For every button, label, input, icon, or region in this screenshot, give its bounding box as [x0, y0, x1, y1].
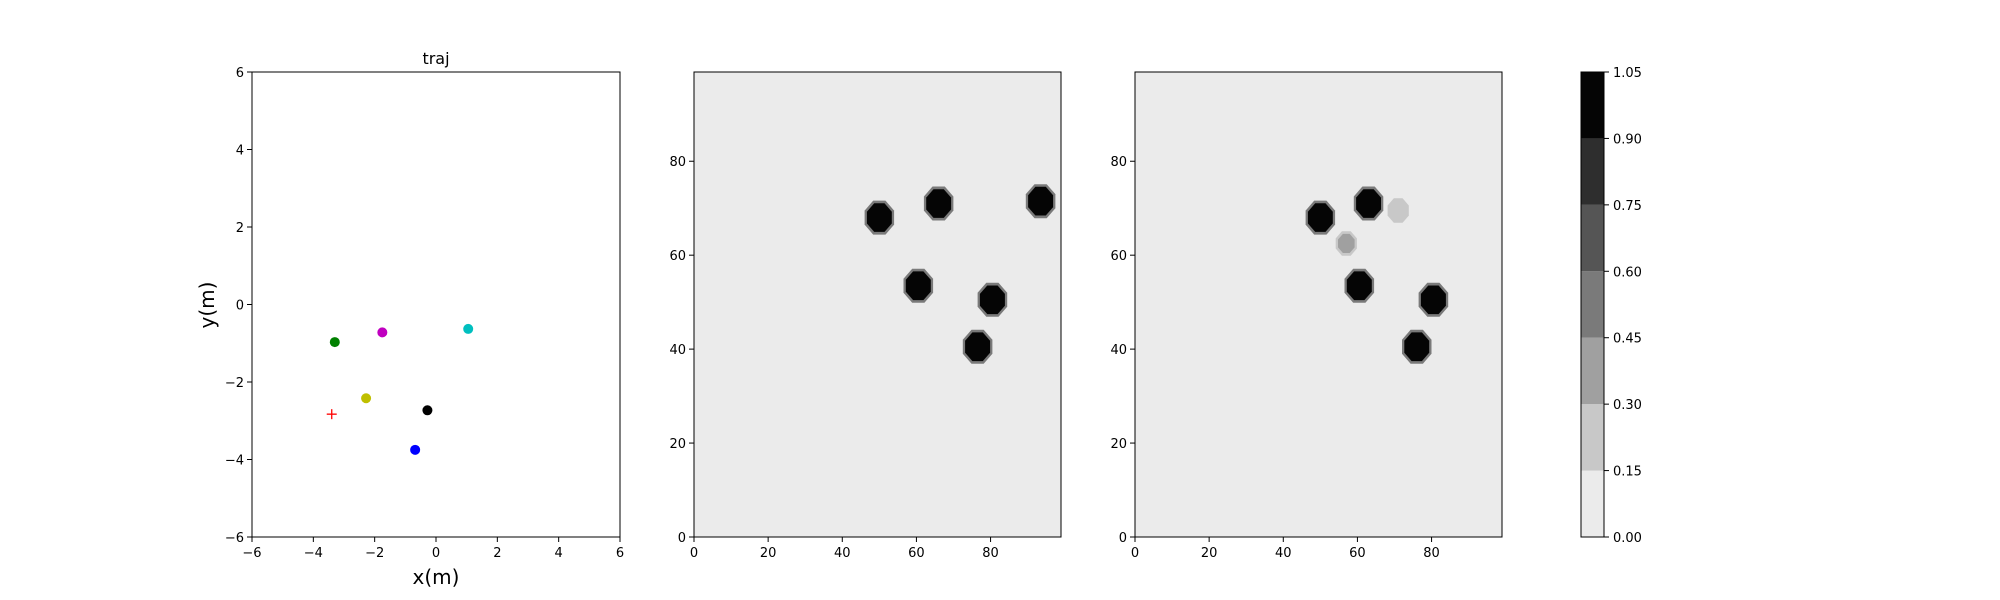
- y-tick-label: 40: [669, 343, 686, 358]
- heatmap-1-blobs: [864, 184, 1056, 364]
- colorbar-band-2: [1581, 337, 1604, 405]
- traj-points: [326, 323, 474, 455]
- colorbar-tick-label: 0.90: [1613, 132, 1642, 147]
- colorbar-tick-label: 0.30: [1613, 398, 1642, 413]
- y-tick-label: 60: [1110, 249, 1127, 264]
- agent-point-4: [422, 405, 433, 416]
- obstacle-blob-1: [1353, 186, 1384, 221]
- colorbar-tick-label: 0.45: [1613, 332, 1642, 347]
- colorbar-band-6: [1581, 72, 1604, 139]
- x-tick-label: 80: [1423, 546, 1440, 561]
- traj-x-ticks: −6 −4 −2 0 2 4 6: [242, 537, 624, 561]
- traj-y-ticks: −6 −4 −2 0 2 4 6: [225, 66, 252, 546]
- x-tick-label: −4: [304, 546, 323, 561]
- obstacle-blob-3: [1418, 282, 1449, 317]
- colorbar-tick-label: 0.15: [1613, 465, 1642, 480]
- x-tick-label: 2: [493, 546, 501, 561]
- y-tick-label: 0: [1119, 531, 1127, 546]
- goal-marker: [326, 409, 337, 420]
- traj-ylabel: y(m): [195, 282, 219, 329]
- heatmap-2-blobs: [1305, 186, 1449, 364]
- x-tick-label: 40: [834, 546, 851, 561]
- colorbar-tick-label: 1.05: [1613, 66, 1642, 81]
- y-tick-label: 0: [678, 531, 686, 546]
- y-tick-label: −2: [225, 376, 244, 391]
- traj-plot-area: [252, 72, 620, 537]
- traj-xlabel: x(m): [413, 565, 460, 589]
- heatmap-1-frame: [693, 71, 1062, 538]
- colorbar-bands: [1581, 72, 1604, 537]
- y-tick-label: 80: [669, 155, 686, 170]
- colorbar-band-4: [1581, 204, 1604, 272]
- y-tick-label: 20: [669, 437, 686, 452]
- heatmap-2-x-ticks: 0 20 40 60 80: [1131, 537, 1440, 561]
- x-tick-label: −2: [365, 546, 384, 561]
- obstacle-blob-5: [962, 329, 993, 364]
- y-tick-label: 20: [1110, 437, 1127, 452]
- obstacle-blob-4: [977, 282, 1008, 317]
- obstacle-blob-3: [903, 268, 934, 303]
- traj-title: traj: [422, 49, 449, 68]
- x-tick-label: 60: [908, 546, 925, 561]
- heatmap-panel-2: 0 20 40 60 80 0 20 40 60 80: [1110, 71, 1503, 561]
- agent-point-1: [377, 327, 388, 338]
- y-tick-label: 40: [1110, 343, 1127, 358]
- heatmap-panel-1: 0 20 40 60 80 0 20 40 60 80: [669, 71, 1062, 561]
- y-tick-label: 6: [236, 66, 244, 81]
- y-tick-label: 80: [1110, 155, 1127, 170]
- obstacle-blob-5: [1335, 231, 1357, 256]
- y-tick-label: −6: [225, 531, 244, 546]
- x-tick-label: 0: [1131, 546, 1139, 561]
- obstacle-blob-6: [1387, 198, 1409, 223]
- obstacle-blob-2: [1025, 184, 1056, 219]
- traj-frame: [251, 71, 621, 538]
- heatmap-2-y-ticks: 0 20 40 60 80: [1110, 155, 1135, 546]
- obstacle-blob-1: [923, 186, 954, 221]
- heatmap-2-frame: [1134, 71, 1503, 538]
- colorbar-band-0: [1581, 470, 1604, 537]
- colorbar-tick-label: 0.60: [1613, 265, 1642, 280]
- agent-point-0: [329, 337, 340, 348]
- x-tick-label: 40: [1275, 546, 1292, 561]
- x-tick-label: 0: [432, 546, 440, 561]
- obstacle-blob-0: [864, 200, 895, 235]
- x-tick-label: 0: [690, 546, 698, 561]
- y-tick-label: 60: [669, 249, 686, 264]
- colorbar-band-5: [1581, 138, 1604, 205]
- x-tick-label: 20: [1201, 546, 1218, 561]
- colorbar-band-3: [1581, 271, 1604, 338]
- colorbar-ticks: 0.00 0.15 0.30 0.45 0.60 0.75 0.90 1.05: [1604, 66, 1642, 546]
- colorbar: 0.00 0.15 0.30 0.45 0.60 0.75 0.90 1.05: [1580, 66, 1642, 546]
- colorbar-frame: [1580, 71, 1605, 538]
- colorbar-band-1: [1581, 404, 1604, 471]
- y-tick-label: 4: [236, 144, 244, 159]
- y-tick-label: 0: [236, 299, 244, 314]
- y-tick-label: 2: [236, 221, 244, 236]
- obstacle-blob-0: [1305, 200, 1336, 235]
- heatmap-1-y-ticks: 0 20 40 60 80: [669, 155, 694, 546]
- x-tick-label: −6: [242, 546, 261, 561]
- heatmap-1-x-ticks: 0 20 40 60 80: [690, 537, 999, 561]
- obstacle-blob-2: [1344, 268, 1375, 303]
- colorbar-tick-label: 0.00: [1613, 531, 1642, 546]
- x-tick-label: 6: [616, 546, 624, 561]
- colorbar-tick-label: 0.75: [1613, 199, 1642, 214]
- agent-point-5: [410, 444, 421, 455]
- agent-point-2: [463, 323, 474, 334]
- x-tick-label: 20: [760, 546, 777, 561]
- traj-panel: traj −6 −4 −2 0 2 4 6 −6 −4 −2 0 2 4 6 x(m) y(m): [195, 49, 624, 589]
- x-tick-label: 80: [982, 546, 999, 561]
- y-tick-label: −4: [225, 454, 244, 469]
- obstacle-blob-4: [1402, 329, 1432, 364]
- agent-point-3: [361, 393, 372, 404]
- x-tick-label: 60: [1349, 546, 1366, 561]
- x-tick-label: 4: [555, 546, 563, 561]
